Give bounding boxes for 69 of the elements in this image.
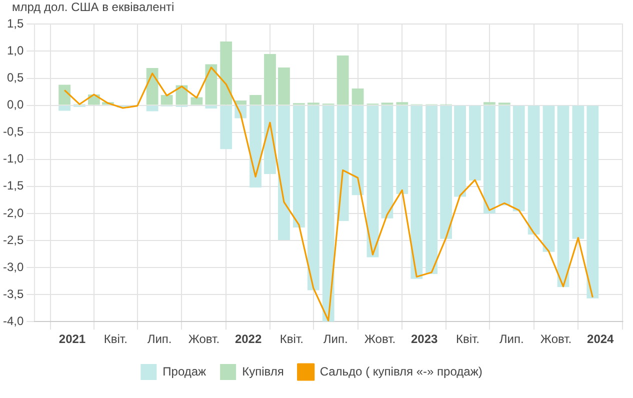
y-tick-label: -1,5: [2, 178, 24, 193]
bar: [572, 106, 584, 239]
y-tick-label: -1,0: [2, 152, 24, 166]
bar: [366, 106, 379, 258]
bar: [557, 106, 570, 287]
y-tick-label: 1,5: [6, 16, 24, 31]
x-tick-label: Квіт.: [104, 332, 128, 346]
bar: [512, 106, 525, 212]
legend-label: Продаж: [162, 364, 206, 378]
x-tick-label: Квіт.: [456, 332, 480, 346]
bar: [528, 106, 540, 235]
bar: [292, 106, 305, 228]
x-tick-label: 2022: [234, 332, 262, 346]
bar: [160, 95, 173, 105]
bar: [396, 106, 408, 194]
bar: [205, 106, 218, 109]
y-axis-title: млрд дол. США в еквіваленті: [12, 0, 174, 14]
bar: [250, 95, 262, 105]
bar: [396, 102, 408, 105]
y-tick-label: -4,0: [2, 314, 24, 328]
bar: [322, 106, 334, 322]
bar: [381, 106, 394, 218]
bar: [146, 106, 158, 112]
x-tick-label: Жовт.: [188, 332, 220, 346]
bar: [352, 106, 364, 196]
y-tick-label: -2,0: [2, 206, 24, 220]
x-tick-label: Жовт.: [540, 332, 572, 346]
bar: [307, 106, 320, 290]
legend-label: Купівля: [242, 364, 284, 378]
bar: [352, 88, 364, 105]
x-tick-label: Жовт.: [364, 332, 396, 346]
bar: [542, 106, 555, 252]
bar: [469, 106, 481, 180]
x-tick-label: 2023: [410, 332, 438, 346]
bar: [278, 106, 290, 240]
bar: [278, 67, 290, 105]
y-tick-label: -2,5: [2, 232, 24, 247]
y-tick-label: -3,5: [2, 286, 24, 301]
bar: [220, 42, 232, 105]
x-tick-label: Лип.: [323, 332, 348, 346]
y-tick-label: -3,0: [2, 260, 24, 274]
bar: [454, 106, 466, 197]
bar: [426, 106, 438, 274]
x-tick-label: 2024: [587, 332, 614, 346]
bar: [440, 106, 452, 239]
y-tick-label: 0,5: [6, 70, 24, 85]
bar: [264, 54, 276, 105]
bar: [484, 106, 496, 214]
bar: [58, 106, 70, 111]
y-tick-label: 1,0: [6, 44, 24, 58]
bar: [336, 106, 349, 222]
bar: [336, 56, 349, 105]
x-tick-label: 2021: [58, 332, 86, 346]
bar: [484, 102, 496, 105]
bar: [498, 106, 510, 206]
bar: [586, 106, 599, 298]
legend-label: Сальдо ( купівля «-» продаж): [320, 364, 482, 378]
x-tick-label: Квіт.: [280, 332, 304, 346]
bar: [58, 84, 70, 105]
y-tick-label: -0,5: [2, 124, 24, 139]
x-tick-label: Лип.: [147, 332, 172, 346]
bar: [250, 106, 262, 188]
bar: [205, 64, 218, 105]
bar: [190, 97, 203, 105]
bar: [220, 106, 232, 150]
x-tick-label: Лип.: [499, 332, 524, 346]
bar: [410, 106, 423, 279]
bar: [146, 68, 158, 105]
y-tick-label: 0,0: [6, 98, 24, 112]
